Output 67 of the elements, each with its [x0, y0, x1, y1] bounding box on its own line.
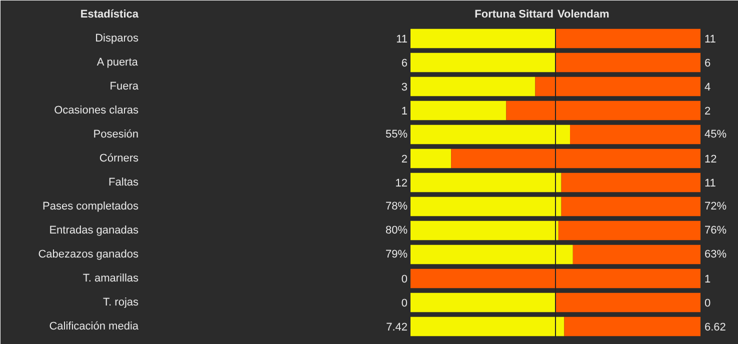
bar [572, 244, 700, 264]
text: 11 [704, 178, 716, 190]
bar [410, 244, 573, 264]
bar [410, 124, 570, 144]
text: 6.62 [704, 322, 726, 334]
text: 12 [395, 178, 408, 190]
bar [561, 196, 700, 216]
text: 11 [704, 34, 716, 46]
text: 72% [704, 200, 727, 212]
bar [410, 220, 558, 240]
series-label: Fortuna Sittard [474, 8, 554, 20]
series-label: Volendam [558, 8, 610, 20]
text: 78% [385, 200, 408, 212]
text: 4 [704, 82, 711, 94]
y-tick-label: Calificación media [49, 320, 140, 332]
y-tick-label: Ocasiones claras [54, 104, 139, 116]
bar [561, 172, 700, 192]
text: 63% [704, 248, 727, 260]
bar [451, 148, 700, 168]
text: 6 [704, 58, 711, 70]
bar [410, 52, 556, 72]
text: 12 [704, 154, 717, 166]
text: 11 [396, 34, 408, 46]
text: 0 [401, 298, 408, 310]
y-tick-label: Disparos [95, 32, 139, 44]
text: 3 [401, 82, 408, 94]
text: 1 [401, 106, 408, 118]
text: 2 [401, 154, 408, 166]
bar [410, 316, 564, 336]
bar [556, 52, 700, 72]
y-axis-title: Estadística [80, 8, 140, 20]
text: 0 [704, 298, 711, 310]
text: 76% [704, 224, 727, 236]
bar [410, 292, 556, 312]
y-tick-label: T. amarillas [82, 272, 139, 284]
bar [410, 76, 536, 96]
bar [410, 28, 556, 48]
text: 1 [704, 274, 711, 286]
bar [558, 220, 700, 240]
text: 79% [385, 248, 408, 260]
bar [556, 292, 700, 312]
text: 45% [704, 128, 727, 140]
text: 55% [385, 128, 408, 140]
y-tick-label: Pases completados [42, 200, 139, 212]
text: 80% [385, 224, 408, 236]
bar [410, 172, 562, 192]
bar [410, 148, 452, 168]
bar [410, 196, 562, 216]
bar [410, 268, 700, 288]
y-tick-label: Fuera [110, 80, 140, 92]
bar [570, 124, 700, 144]
bar [564, 316, 700, 336]
y-tick-label: A puerta [96, 56, 139, 68]
y-tick-label: T. rojas [103, 296, 139, 308]
bar [410, 100, 506, 120]
bar [535, 76, 700, 96]
y-tick-label: Posesión [93, 128, 139, 140]
y-tick-label: Cabezazos ganados [38, 248, 139, 260]
text: 2 [704, 106, 711, 118]
text: 0 [401, 274, 408, 286]
y-tick-label: Entradas ganadas [49, 224, 139, 236]
text: 6 [401, 58, 408, 70]
text: 7.42 [386, 322, 408, 334]
y-tick-label: Faltas [108, 176, 139, 188]
bar [556, 28, 700, 48]
bar [506, 100, 700, 120]
y-tick-label: Córners [99, 152, 139, 164]
